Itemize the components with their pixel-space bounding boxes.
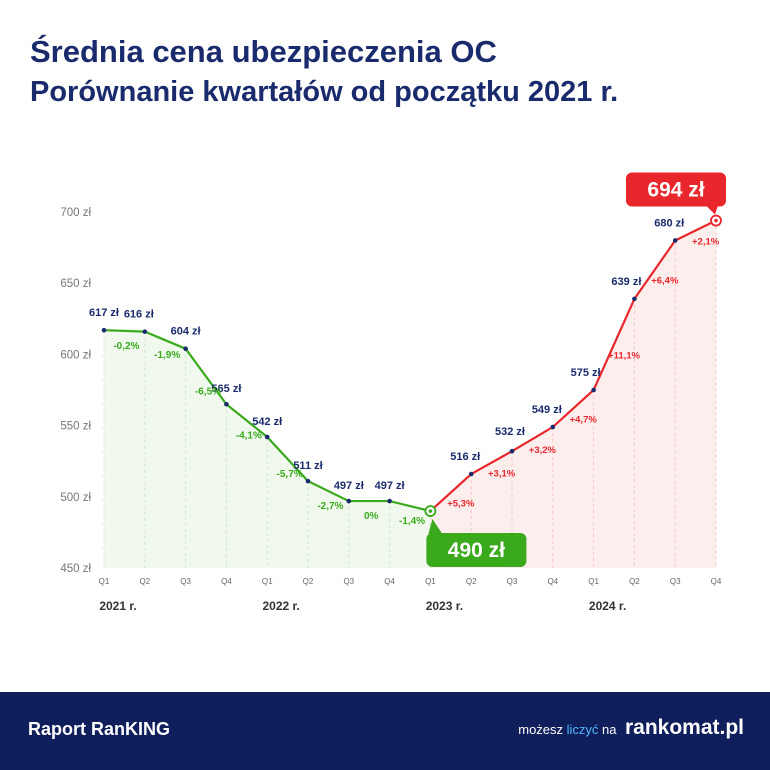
- rise-series-line: [429, 219, 717, 512]
- min-callout-pointer: [428, 519, 443, 535]
- x-tick-label: Q2: [139, 577, 150, 586]
- change-label: +3,1%: [488, 469, 516, 480]
- chart-title: Średnia cena ubezpieczenia OC: [30, 34, 497, 69]
- chart-subtitle: Porównanie kwartałów od początku 2021 r.: [30, 76, 619, 108]
- x-tick-label: Q3: [180, 577, 191, 586]
- price-line-chart: 700 zł 650 zł 600 zł 550 zł 500 zł 450 zł 617 …: [60, 172, 726, 613]
- value-label: 497 zł: [375, 480, 405, 492]
- value-label: 604 zł: [171, 326, 201, 338]
- x-tick-label: Q2: [303, 577, 314, 586]
- change-label: -1,9%: [154, 350, 180, 361]
- y-tick-label: 550 zł: [60, 421, 91, 433]
- change-label: +11,1%: [608, 350, 641, 361]
- rankomat-logo[interactable]: rankomat.pl: [624, 716, 744, 739]
- data-point: [468, 471, 474, 477]
- year-label: 2024 r.: [589, 599, 626, 613]
- data-point: [142, 329, 148, 334]
- year-label: 2022 r.: [263, 599, 300, 613]
- footer-bar: Raport RanKING możesz liczyć na rankomat…: [0, 692, 770, 770]
- x-tick-label: Q4: [384, 577, 395, 586]
- x-tick-label: Q3: [343, 577, 354, 586]
- max-callout-label: 694 zł: [647, 179, 704, 202]
- data-point: [632, 296, 637, 302]
- year-label: 2023 r.: [426, 599, 463, 613]
- value-label: 680 zł: [654, 217, 684, 229]
- x-tick-label: Q2: [466, 577, 477, 586]
- x-tick-label: Q1: [588, 577, 599, 586]
- tagline-accent: liczyć: [566, 722, 599, 737]
- change-label: -0,2%: [113, 341, 139, 352]
- value-label: 575 zł: [571, 367, 601, 379]
- value-label: 542 zł: [252, 416, 282, 428]
- data-point: [672, 238, 678, 243]
- x-tick-label: Q4: [547, 577, 558, 586]
- y-tick-label: 450 zł: [60, 563, 91, 575]
- value-label: 616 zł: [124, 309, 154, 321]
- x-tick-label: Q4: [221, 577, 232, 586]
- data-point: [509, 448, 515, 454]
- change-label: +6,4%: [651, 276, 679, 287]
- value-label: 565 zł: [211, 383, 241, 395]
- value-label: 511 zł: [293, 460, 322, 472]
- data-point: [387, 498, 392, 504]
- data-point: [183, 346, 188, 352]
- change-label: +4,7%: [570, 415, 598, 426]
- data-point: [264, 434, 270, 440]
- x-tick-label: Q2: [629, 577, 640, 586]
- y-tick-label: 700 zł: [60, 207, 91, 219]
- data-point: [346, 498, 352, 504]
- change-label: -6,5%: [195, 386, 221, 397]
- change-label: -1,4%: [399, 516, 425, 527]
- y-tick-label: 600 zł: [60, 349, 91, 361]
- change-label: -2,7%: [317, 501, 343, 512]
- max-callout-box: [626, 172, 726, 207]
- data-point: [550, 424, 556, 430]
- x-tick-label: Q1: [262, 577, 273, 586]
- min-callout-box: [426, 533, 527, 568]
- value-label: 532 zł: [495, 426, 525, 438]
- report-label: Raport RanKING: [28, 719, 171, 739]
- value-label: 549 zł: [532, 404, 562, 416]
- x-tick-label: Q3: [507, 577, 518, 586]
- x-tick-label: Q1: [99, 577, 110, 586]
- data-point: [224, 401, 229, 407]
- change-label: -5,7%: [277, 469, 303, 480]
- value-label: 516 zł: [450, 451, 480, 463]
- data-point: [101, 327, 107, 333]
- value-label: 617 zł: [89, 307, 119, 319]
- data-point: [305, 478, 311, 484]
- change-label: 0%: [364, 511, 379, 522]
- y-tick-label: 500 zł: [60, 492, 91, 504]
- tagline-prefix: możesz: [518, 722, 567, 737]
- change-label: +5,3%: [447, 499, 475, 510]
- data-point: [591, 387, 596, 393]
- x-tick-label: Q4: [711, 577, 722, 586]
- change-label: -4,1%: [236, 431, 262, 442]
- min-point-dot: [428, 509, 433, 513]
- rise-area-fill: [430, 220, 716, 568]
- max-callout-pointer: [706, 205, 718, 215]
- year-label: 2021 r.: [99, 599, 136, 613]
- footer-branding: możesz liczyć na rankomat.pl: [518, 716, 744, 740]
- tagline-suffix: na: [598, 722, 617, 737]
- min-callout-label: 490 zł: [448, 539, 505, 562]
- value-label: 639 zł: [611, 276, 641, 288]
- x-tick-label: Q3: [670, 577, 681, 586]
- max-point-dot: [714, 218, 718, 223]
- change-label: +3,2%: [529, 445, 557, 456]
- y-tick-label: 650 zł: [60, 278, 91, 290]
- change-label: +2,1%: [692, 237, 720, 248]
- x-tick-label: Q1: [425, 577, 436, 586]
- value-label: 497 zł: [334, 480, 364, 492]
